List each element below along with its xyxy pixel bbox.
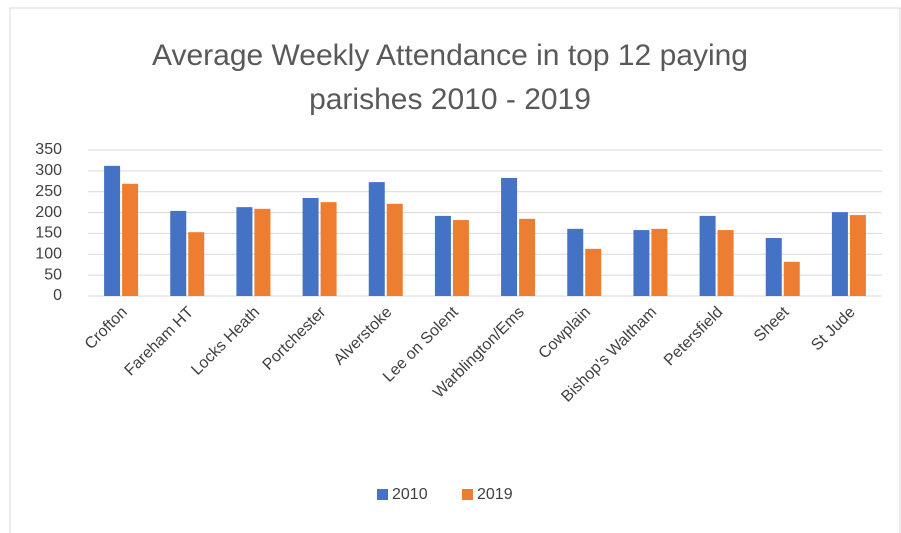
x-tick-label: Alverstoke — [331, 304, 396, 369]
y-tick-label: 350 — [35, 141, 62, 158]
x-tick-label: St Jude — [808, 304, 858, 354]
y-tick-label: 300 — [35, 162, 62, 179]
y-tick-label: 100 — [35, 246, 62, 263]
chart-title: Average Weekly Attendance in top 12 payi… — [152, 39, 748, 116]
legend-label: 2010 — [392, 486, 428, 503]
bar — [783, 261, 800, 296]
bar — [254, 208, 271, 296]
bar — [236, 207, 253, 296]
bar — [651, 228, 668, 296]
y-tick-label: 250 — [35, 183, 62, 200]
x-tick-label: Fareham HT — [122, 304, 198, 380]
x-tick-label: Crofton — [82, 304, 131, 353]
bar — [386, 203, 403, 296]
bar — [452, 220, 469, 296]
bar — [831, 212, 848, 296]
bar — [633, 230, 650, 296]
bar — [170, 210, 187, 296]
bar — [699, 215, 716, 296]
bar — [717, 230, 734, 296]
bar — [519, 218, 536, 296]
y-tick-label: 0 — [53, 287, 62, 304]
bar — [567, 228, 584, 296]
bar — [585, 248, 602, 296]
bar — [122, 183, 139, 296]
bar — [765, 238, 782, 296]
x-tick-label: Sheet — [751, 303, 793, 345]
chart-frame — [9, 7, 901, 533]
bar — [302, 197, 319, 296]
x-tick-label: Locks Heath — [188, 304, 263, 379]
bar — [849, 215, 866, 296]
bar — [434, 215, 451, 296]
x-tick-label: Petersfield — [661, 304, 726, 369]
legend-label: 2019 — [477, 486, 513, 503]
x-tick-label: Portchester — [260, 303, 330, 373]
legend-swatch — [377, 489, 388, 500]
y-tick-label: 50 — [44, 266, 62, 283]
bar — [320, 202, 337, 296]
bar — [501, 177, 518, 296]
x-tick-label: Cowplain — [536, 304, 595, 363]
y-tick-label: 200 — [35, 204, 62, 221]
legend-swatch — [462, 489, 473, 500]
bar — [188, 232, 205, 296]
bar — [104, 165, 121, 296]
y-tick-label: 150 — [35, 225, 62, 242]
bar — [368, 182, 385, 296]
